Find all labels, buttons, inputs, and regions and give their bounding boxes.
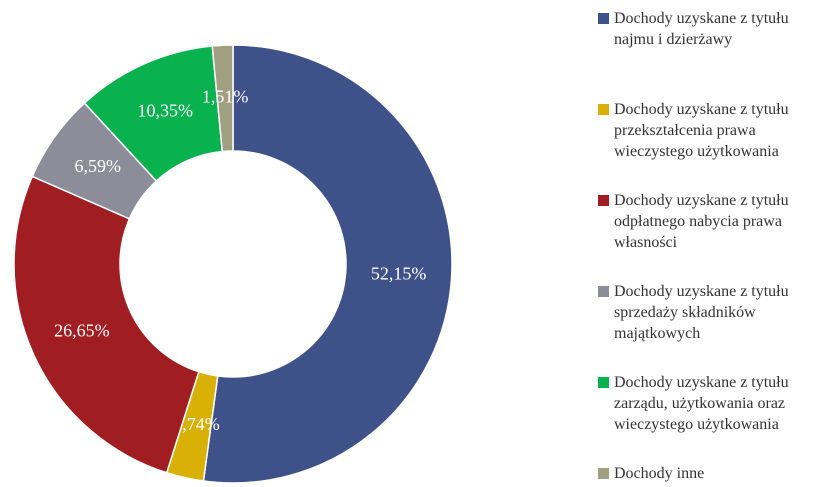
- slice-label: 26,65%: [54, 321, 110, 341]
- legend-swatch: [598, 286, 609, 297]
- chart: 52,15% 2,74% 26,65% 6,59% 10,35% 1,51%: [13, 44, 453, 484]
- legend-swatch: [598, 468, 609, 479]
- slice-label: 6,59%: [75, 156, 122, 176]
- slice-label: 52,15%: [371, 263, 427, 283]
- legend-label: Dochody uzyskane z tytułu najmu i dzierż…: [614, 10, 789, 48]
- legend-item: Dochody uzyskane z tytułu zarządu, użytk…: [598, 372, 816, 435]
- legend-label: Dochody inne: [614, 465, 705, 482]
- slice-label: 10,35%: [138, 101, 194, 121]
- donut-slice: [202, 44, 453, 484]
- legend-label: Dochody uzyskane z tytułu odpłatnego nab…: [614, 192, 789, 251]
- legend-label: Dochody uzyskane z tytułu sprzedaży skła…: [614, 283, 789, 342]
- legend-item: Dochody uzyskane z tytułu odpłatnego nab…: [598, 190, 816, 253]
- legend-label: Dochody uzyskane z tytułu zarządu, użytk…: [614, 374, 789, 433]
- legend-item: Dochody uzyskane z tytułu najmu i dzierż…: [598, 8, 816, 50]
- legend-item: Dochody uzyskane z tytułu przekształceni…: [598, 99, 816, 162]
- legend-swatch: [598, 104, 609, 115]
- donut-slice: [211, 44, 234, 153]
- legend-swatch: [598, 195, 609, 206]
- donut-slice: [13, 175, 200, 474]
- legend-swatch: [598, 377, 609, 388]
- legend-item: Dochody uzyskane z tytułu sprzedaży skła…: [598, 281, 816, 344]
- slice-label: 1,51%: [202, 86, 249, 106]
- slice-label: 2,74%: [173, 414, 220, 434]
- legend-label: Dochody uzyskane z tytułu przekształceni…: [614, 101, 789, 160]
- legend-item: Dochody inne: [598, 463, 816, 484]
- legend-swatch: [598, 13, 609, 24]
